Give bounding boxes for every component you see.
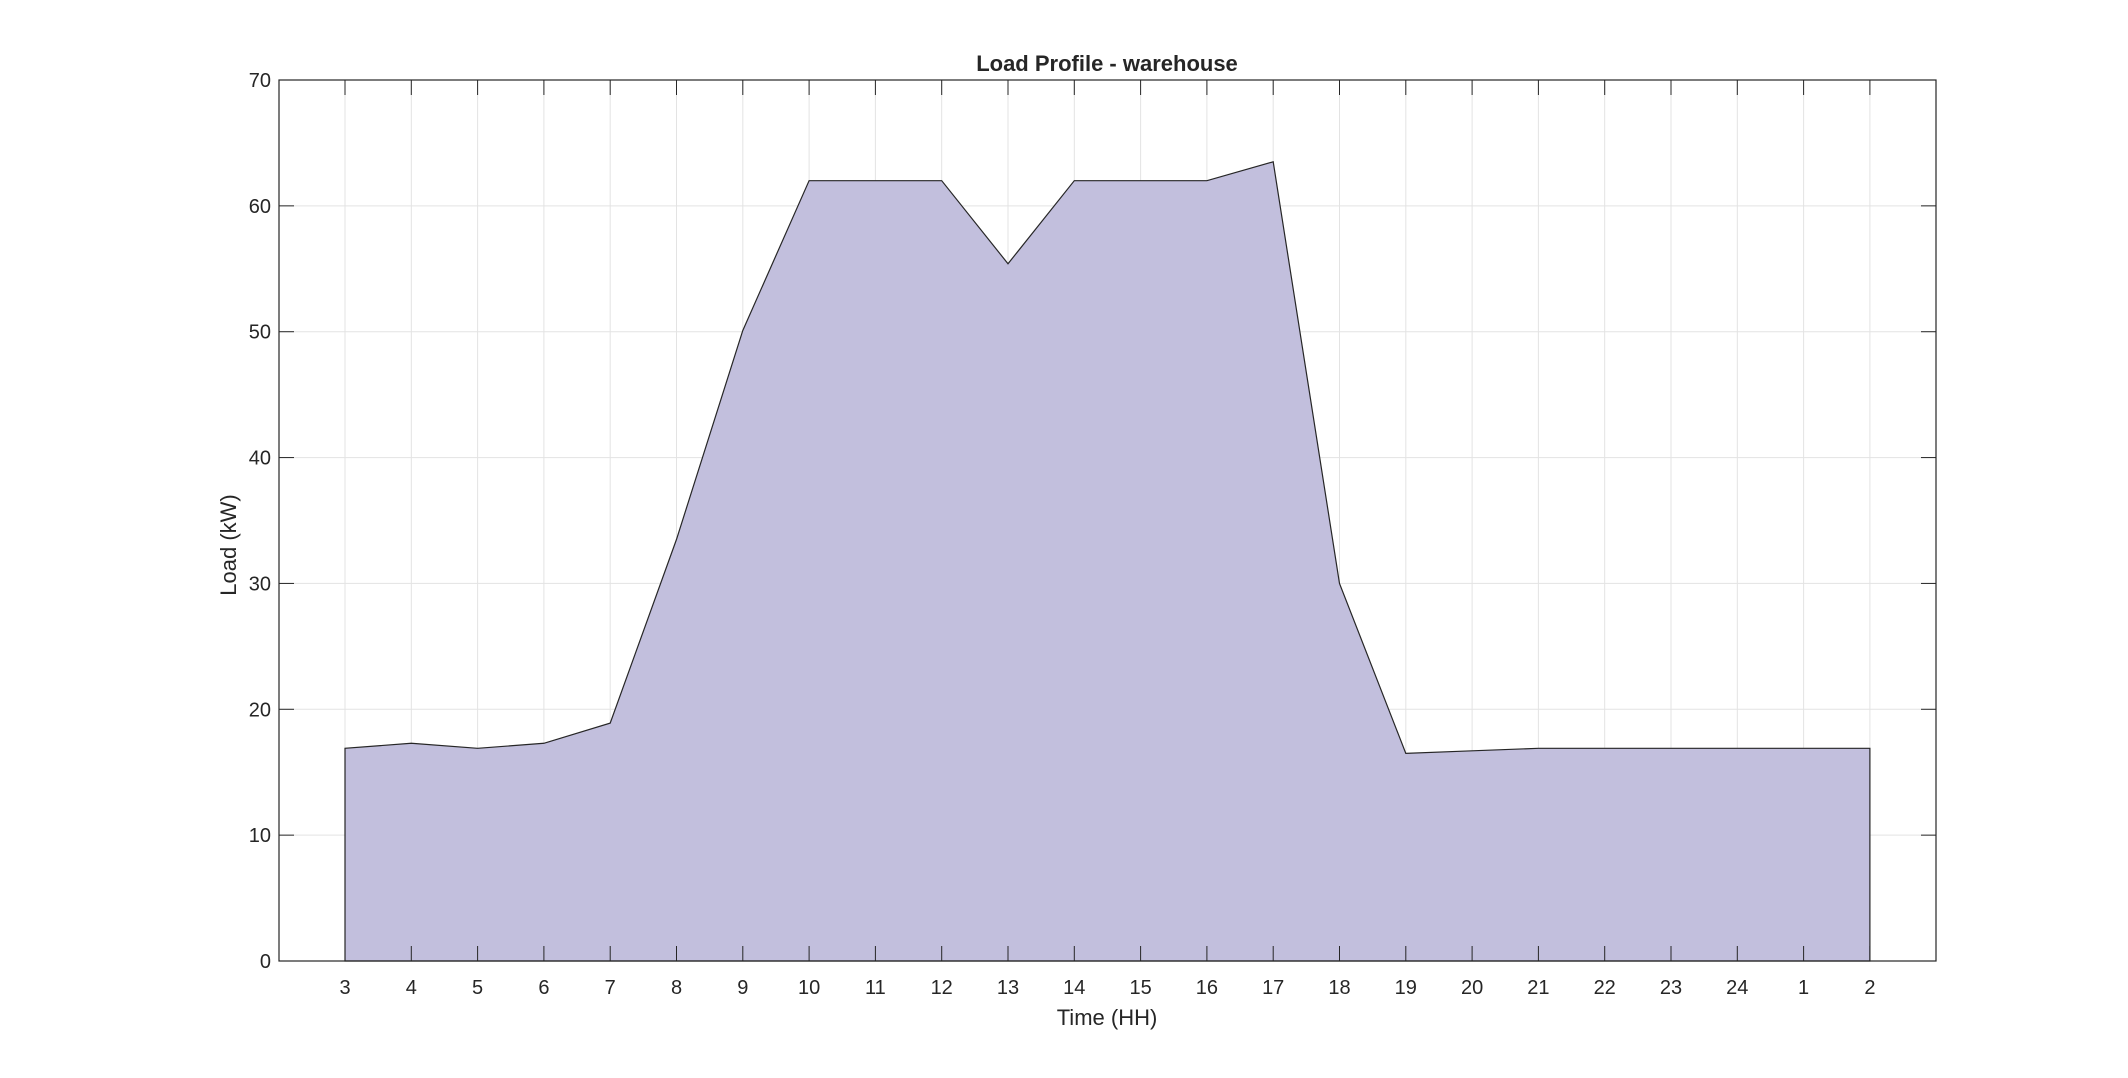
y-tick-label: 50 xyxy=(249,322,271,344)
x-tick-label: 3 xyxy=(339,977,350,999)
data-point xyxy=(1802,747,1805,750)
x-tick-label: 19 xyxy=(1395,977,1417,999)
data-point xyxy=(476,747,479,750)
data-point xyxy=(1338,582,1341,585)
x-tick-label: 18 xyxy=(1328,977,1350,999)
x-tick-label: 8 xyxy=(671,977,682,999)
y-tick-label: 0 xyxy=(260,951,271,973)
x-tick-label: 21 xyxy=(1527,977,1549,999)
x-axis-label: Time (HH) xyxy=(1057,1005,1158,1030)
data-point xyxy=(741,329,744,332)
data-point xyxy=(1073,179,1076,182)
x-tick-label: 14 xyxy=(1063,977,1085,999)
y-tick-label: 10 xyxy=(249,825,271,847)
x-tick-label: 7 xyxy=(605,977,616,999)
x-tick-label: 6 xyxy=(538,977,549,999)
x-tick-label: 15 xyxy=(1129,977,1151,999)
axes: 3 4 5 6 7 8 9 10 11 12 13 14 15 16 17 18 19 20 21 22 23 24 1 20… xyxy=(249,70,1937,999)
area-fill xyxy=(344,161,1871,962)
axes-box xyxy=(278,79,1937,962)
labels: Load Profile - warehouse Time (HH) Load … xyxy=(216,51,1238,1030)
data-point xyxy=(874,179,877,182)
x-tick-label: 4 xyxy=(406,977,417,999)
x-tick-label: 12 xyxy=(931,977,953,999)
x-tick-label: 16 xyxy=(1196,977,1218,999)
data-point xyxy=(1603,747,1606,750)
data-point xyxy=(1404,752,1407,755)
data-point xyxy=(675,538,678,541)
y-tick-label: 30 xyxy=(249,573,271,595)
x-tick-label: 22 xyxy=(1594,977,1616,999)
data-point xyxy=(1139,179,1142,182)
data-point xyxy=(344,747,347,750)
x-tick-label: 11 xyxy=(865,977,886,999)
x-tick-label: 1 xyxy=(1798,977,1809,999)
data-point xyxy=(1868,747,1871,750)
y-tick-label: 20 xyxy=(249,699,271,721)
data-point xyxy=(410,742,413,745)
data-point xyxy=(808,179,811,182)
data-point xyxy=(1205,179,1208,182)
y-tick-label: 60 xyxy=(249,196,271,218)
data-point xyxy=(1272,160,1275,163)
x-tick-label: 10 xyxy=(798,977,820,999)
x-tick-label: 24 xyxy=(1726,977,1748,999)
data-point xyxy=(1537,747,1540,750)
x-tick-label: 20 xyxy=(1461,977,1483,999)
data-point xyxy=(940,179,943,182)
area-series xyxy=(344,160,1871,962)
y-tick-label: 40 xyxy=(249,448,271,470)
data-point xyxy=(1670,747,1673,750)
y-tick-label: 70 xyxy=(249,70,271,92)
x-tick-label: 23 xyxy=(1660,977,1682,999)
x-tick-label: 9 xyxy=(737,977,748,999)
y-axis-label: Load (kW) xyxy=(216,494,241,595)
chart-title: Load Profile - warehouse xyxy=(976,51,1238,76)
x-tick-label: 2 xyxy=(1864,977,1875,999)
x-tick-label: 17 xyxy=(1262,977,1284,999)
x-tick-label: 5 xyxy=(472,977,483,999)
data-point xyxy=(609,722,612,725)
x-tick-label: 13 xyxy=(997,977,1019,999)
data-point xyxy=(1471,749,1474,752)
data-point xyxy=(1736,747,1739,750)
data-point xyxy=(1007,262,1010,265)
data-point xyxy=(542,742,545,745)
